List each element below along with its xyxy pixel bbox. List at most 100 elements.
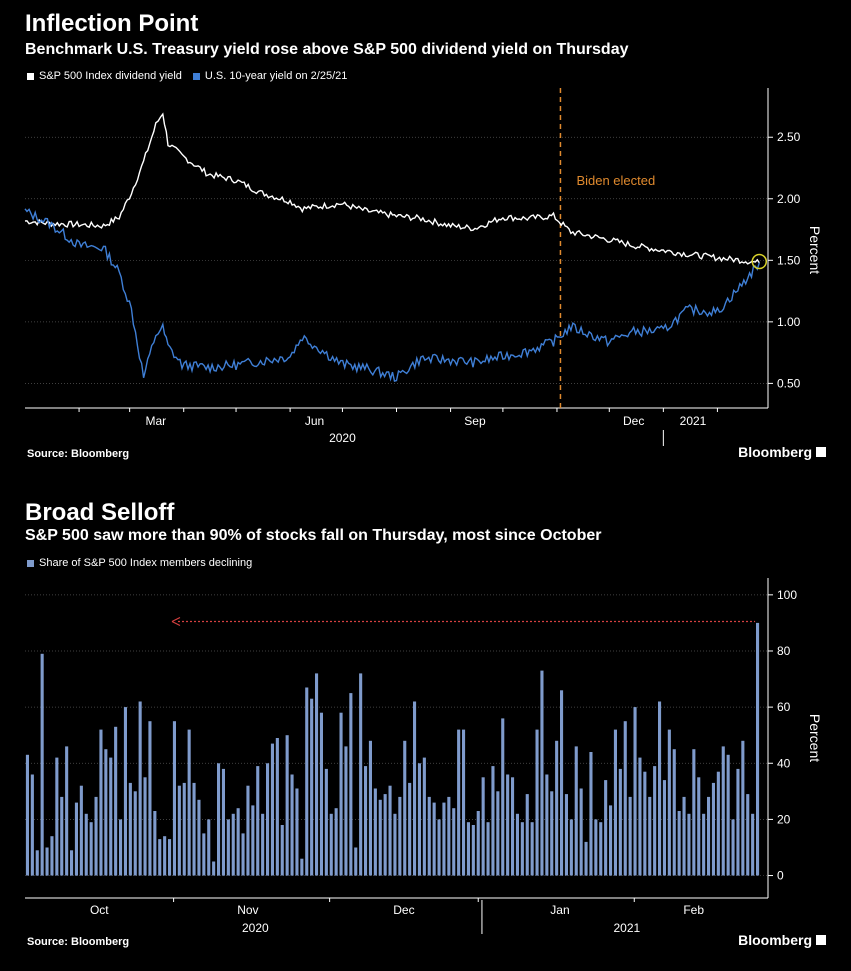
bar-declining-share	[315, 673, 319, 876]
bar-declining-share	[648, 796, 652, 876]
crossover-highlight-circle	[751, 253, 768, 270]
bar-declining-share	[756, 622, 760, 876]
legend-bottom: Share of S&P 500 Index members declining	[27, 557, 252, 569]
ytick-label-bottom: 80	[777, 644, 791, 658]
bar-declining-share	[60, 796, 64, 876]
bar-declining-share	[270, 743, 274, 876]
bar-declining-share	[579, 788, 583, 876]
ytick-label-bottom: 0	[777, 869, 784, 883]
bar-declining-share	[481, 777, 485, 876]
bar-declining-share	[192, 782, 196, 876]
xgroup-label-2020-top: 2020	[329, 431, 356, 445]
bar-declining-share	[310, 698, 314, 876]
bar-declining-share	[197, 799, 201, 876]
bar-declining-share	[437, 819, 441, 876]
bar-declining-share	[388, 785, 392, 876]
bar-declining-share	[515, 813, 519, 876]
bar-declining-share	[638, 757, 642, 876]
bar-declining-share	[398, 796, 402, 876]
bar-declining-share	[545, 774, 549, 876]
legend-label-treasury: U.S. 10-year yield on 2/25/21	[204, 70, 348, 82]
xtick-label-top: 2021	[680, 414, 707, 428]
bar-declining-share	[736, 768, 740, 876]
bar-declining-share	[251, 805, 255, 876]
brand-top: Bloomberg	[738, 444, 826, 460]
bar-declining-share	[231, 813, 235, 876]
bar-declining-share	[442, 802, 446, 876]
bar-declining-share	[163, 836, 167, 876]
bar-declining-share	[447, 796, 451, 876]
bar-declining-share	[702, 813, 706, 876]
bar-declining-share	[535, 729, 539, 876]
bar-declining-share	[408, 782, 412, 876]
bar-declining-share	[417, 763, 421, 876]
bar-declining-share	[628, 796, 632, 876]
bar-declining-share	[604, 780, 608, 876]
bar-declining-share	[153, 811, 157, 876]
bar-declining-share	[677, 811, 681, 876]
bar-declining-share	[123, 707, 127, 876]
xtick-label-top: Dec	[623, 414, 644, 428]
bar-declining-share	[569, 819, 573, 876]
bar-declining-share	[697, 777, 701, 876]
bar-declining-share	[457, 729, 461, 876]
bar-declining-share	[692, 749, 696, 876]
bar-declining-share	[721, 746, 725, 876]
legend-swatch-treasury	[192, 72, 200, 80]
bar-declining-share	[344, 746, 348, 876]
bar-declining-share	[550, 791, 554, 876]
bar-declining-share	[609, 805, 613, 876]
bar-declining-share	[726, 754, 730, 876]
bar-declining-share	[373, 788, 377, 876]
chart-title-bottom: Broad Selloff	[25, 499, 175, 526]
bar-declining-share	[466, 822, 470, 876]
bar-declining-share	[584, 841, 588, 876]
bar-declining-share	[202, 833, 206, 876]
ytick-label-top: 0.50	[777, 376, 801, 390]
series-line-dividend-yield	[24, 112, 760, 265]
bar-declining-share	[25, 754, 29, 876]
ytick-label-bottom: 40	[777, 756, 791, 770]
source-bottom: Source: Bloomberg	[27, 936, 130, 948]
bar-declining-share	[711, 782, 715, 876]
bar-declining-share	[413, 701, 417, 876]
legend-label-dividend: S&P 500 Index dividend yield	[39, 70, 182, 82]
bar-declining-share	[128, 782, 132, 876]
bar-declining-share	[751, 813, 755, 876]
bar-declining-share	[172, 721, 176, 876]
xgroup-label-2020-bottom: 2020	[242, 921, 269, 935]
bar-declining-share	[256, 766, 260, 876]
bar-declining-share	[746, 794, 750, 876]
bar-declining-share	[589, 752, 593, 876]
bloomberg-logo-icon-bottom	[816, 935, 826, 945]
brand-bottom: Bloomberg	[738, 932, 826, 948]
bar-declining-share	[599, 822, 603, 876]
ytick-label-bottom: 20	[777, 812, 791, 826]
y-axis-title-top: Percent	[807, 226, 823, 274]
ytick-label-top: 2.50	[777, 130, 801, 144]
bar-declining-share	[30, 774, 34, 876]
bar-declining-share	[168, 839, 172, 876]
bar-declining-share	[422, 757, 426, 876]
bar-declining-share	[707, 796, 711, 876]
bar-declining-share	[491, 766, 495, 876]
bar-declining-share	[300, 858, 304, 876]
bar-declining-share	[486, 822, 490, 876]
ytick-label-top: 2.00	[777, 192, 801, 206]
bar-declining-share	[432, 802, 436, 876]
source-top: Source: Bloomberg	[27, 448, 130, 460]
bar-declining-share	[182, 782, 186, 876]
bar-declining-share	[55, 757, 59, 876]
xtick-label-bottom: Nov	[237, 903, 258, 917]
bar-declining-share	[226, 819, 230, 876]
bar-declining-share	[319, 712, 323, 876]
bar-declining-share	[658, 701, 662, 876]
bar-declining-share	[530, 822, 534, 876]
bar-declining-share	[329, 813, 333, 876]
bar-declining-share	[667, 729, 671, 876]
bar-declining-share	[324, 768, 328, 876]
bar-declining-share	[393, 813, 397, 876]
biden-elected-label: Biden elected	[576, 173, 655, 188]
bar-declining-share	[403, 740, 407, 876]
bar-declining-share	[114, 726, 118, 876]
